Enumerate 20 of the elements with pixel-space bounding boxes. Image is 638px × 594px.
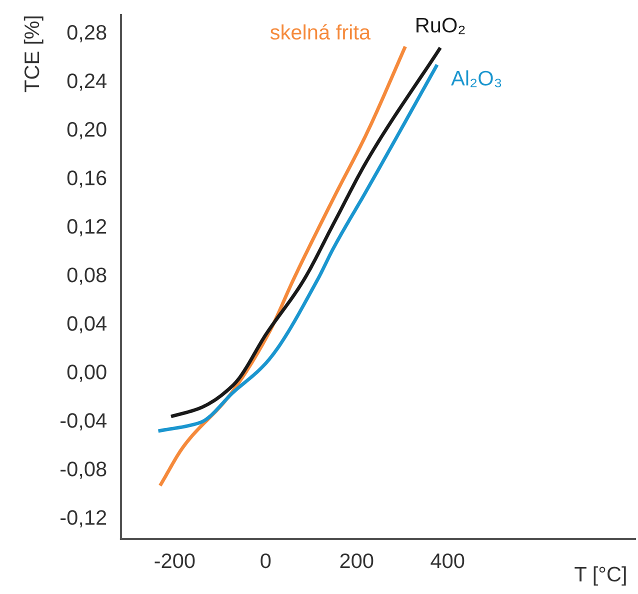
y-tick-label: -0,08 [60, 462, 106, 479]
y-tick-label: 0,28 [67, 24, 106, 42]
series-label: Al₂O₃ [451, 70, 502, 88]
x-tick-label: 400 [430, 553, 464, 568]
y-tick-label: 0,12 [67, 219, 106, 236]
series-label: RuO₂ [416, 18, 465, 34]
series-label: skelná frita [270, 24, 371, 40]
y-axis-title: TCE [%] [24, 16, 44, 92]
x-tick-label: -200 [154, 553, 195, 568]
y-tick-label: 0,20 [67, 122, 106, 140]
y-tick-label: 0,00 [67, 364, 106, 382]
x-axis-title: T [°C] [574, 566, 626, 586]
y-tick-label: -0,04 [60, 413, 107, 430]
x-tick-label: 200 [340, 553, 374, 568]
y-tick-label: 0,24 [67, 74, 107, 91]
y-tick-label: 0,16 [67, 170, 106, 188]
y-tick-label: 0,04 [67, 316, 107, 334]
x-tick-label: 0 [260, 553, 271, 568]
y-tick-label: 0,08 [67, 268, 106, 285]
y-tick-label: -0,12 [60, 510, 106, 528]
